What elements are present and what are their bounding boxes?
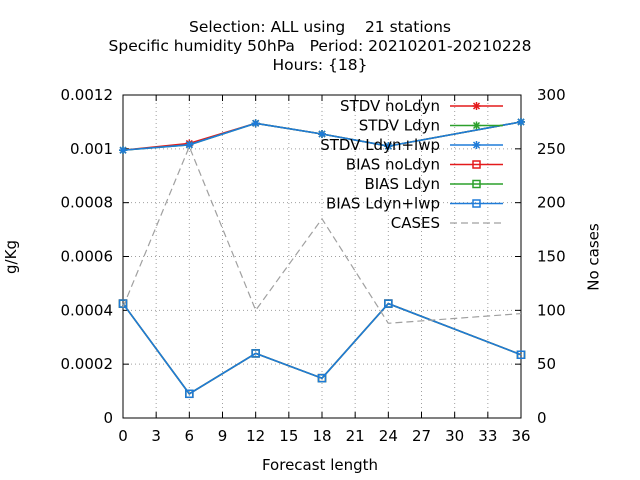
y2-tick-label: 50 [537, 355, 556, 373]
legend-label: CASES [391, 214, 440, 232]
x-tick-label: 6 [185, 427, 195, 445]
legend-marker [472, 102, 481, 110]
series-point-5 [251, 349, 260, 358]
series-point-5 [384, 299, 393, 308]
x-axis-label: Forecast length [261, 456, 379, 474]
y-tick-label: 0.0006 [61, 248, 114, 266]
series-point-2 [384, 142, 393, 151]
y-tick-label: 0.001 [70, 140, 113, 158]
series-line-5 [122, 302, 522, 395]
y2-tick-label: 0 [537, 409, 547, 427]
x-tick-label: 33 [478, 427, 497, 445]
chart-title-line-3: Hours: {18} [272, 56, 368, 74]
series-line-3 [122, 302, 522, 395]
x-tick-label: 0 [118, 427, 128, 445]
y-tick-label: 0.0004 [61, 301, 114, 319]
legend-label: STDV noLdyn [340, 97, 440, 115]
legend-marker [472, 121, 481, 130]
x-tick-label: 3 [151, 427, 161, 445]
series-line-2 [122, 121, 522, 151]
series-point-2 [251, 119, 260, 128]
legend-label: BIAS Ldyn+lwp [326, 195, 440, 213]
series-point-2 [185, 140, 194, 149]
legend-marker [472, 160, 481, 169]
series-point-2 [517, 117, 525, 126]
series-point-5 [185, 389, 194, 399]
y-tick-label: 0.0012 [61, 86, 114, 104]
x-tick-label: 27 [412, 427, 431, 445]
x-tick-label: 21 [346, 427, 365, 445]
x-tick-label: 15 [279, 427, 298, 445]
legend-label: STDV Ldyn+lwp [320, 136, 440, 154]
series-point-2 [119, 146, 127, 155]
legend-label: BIAS noLdyn [346, 156, 440, 174]
y2-tick-label: 150 [537, 248, 566, 266]
y-tick-label: 0.0008 [61, 194, 114, 212]
y-tick-label: 0 [103, 409, 113, 427]
x-tick-label: 9 [218, 427, 228, 445]
legend-label: STDV Ldyn [359, 117, 440, 135]
legend-marker [472, 179, 481, 189]
x-tick-label: 36 [511, 427, 530, 445]
y-tick-label: 0.0002 [61, 355, 114, 373]
y2-tick-label: 100 [537, 301, 566, 319]
legend-label: BIAS Ldyn [364, 175, 440, 193]
legend-marker [472, 199, 481, 208]
series-point-5 [317, 373, 327, 383]
x-tick-label: 18 [312, 427, 331, 445]
chart-title-line-2: Specific humidity 50hPa Period: 20210201… [108, 37, 532, 55]
y2-tick-label: 250 [537, 140, 566, 158]
x-tick-label: 24 [379, 427, 398, 445]
series-point-2 [318, 130, 326, 139]
series-line-4 [122, 302, 522, 395]
legend-marker [472, 141, 481, 149]
series-point-5 [516, 350, 526, 359]
x-tick-label: 12 [246, 427, 265, 445]
series-point-5 [118, 299, 128, 308]
y2-tick-label: 300 [537, 86, 566, 104]
y2-tick-label: 200 [537, 194, 566, 212]
x-tick-label: 30 [445, 427, 464, 445]
chart-title-line-1: Selection: ALL using 21 stations [188, 18, 452, 36]
series-line-6 [122, 145, 522, 324]
